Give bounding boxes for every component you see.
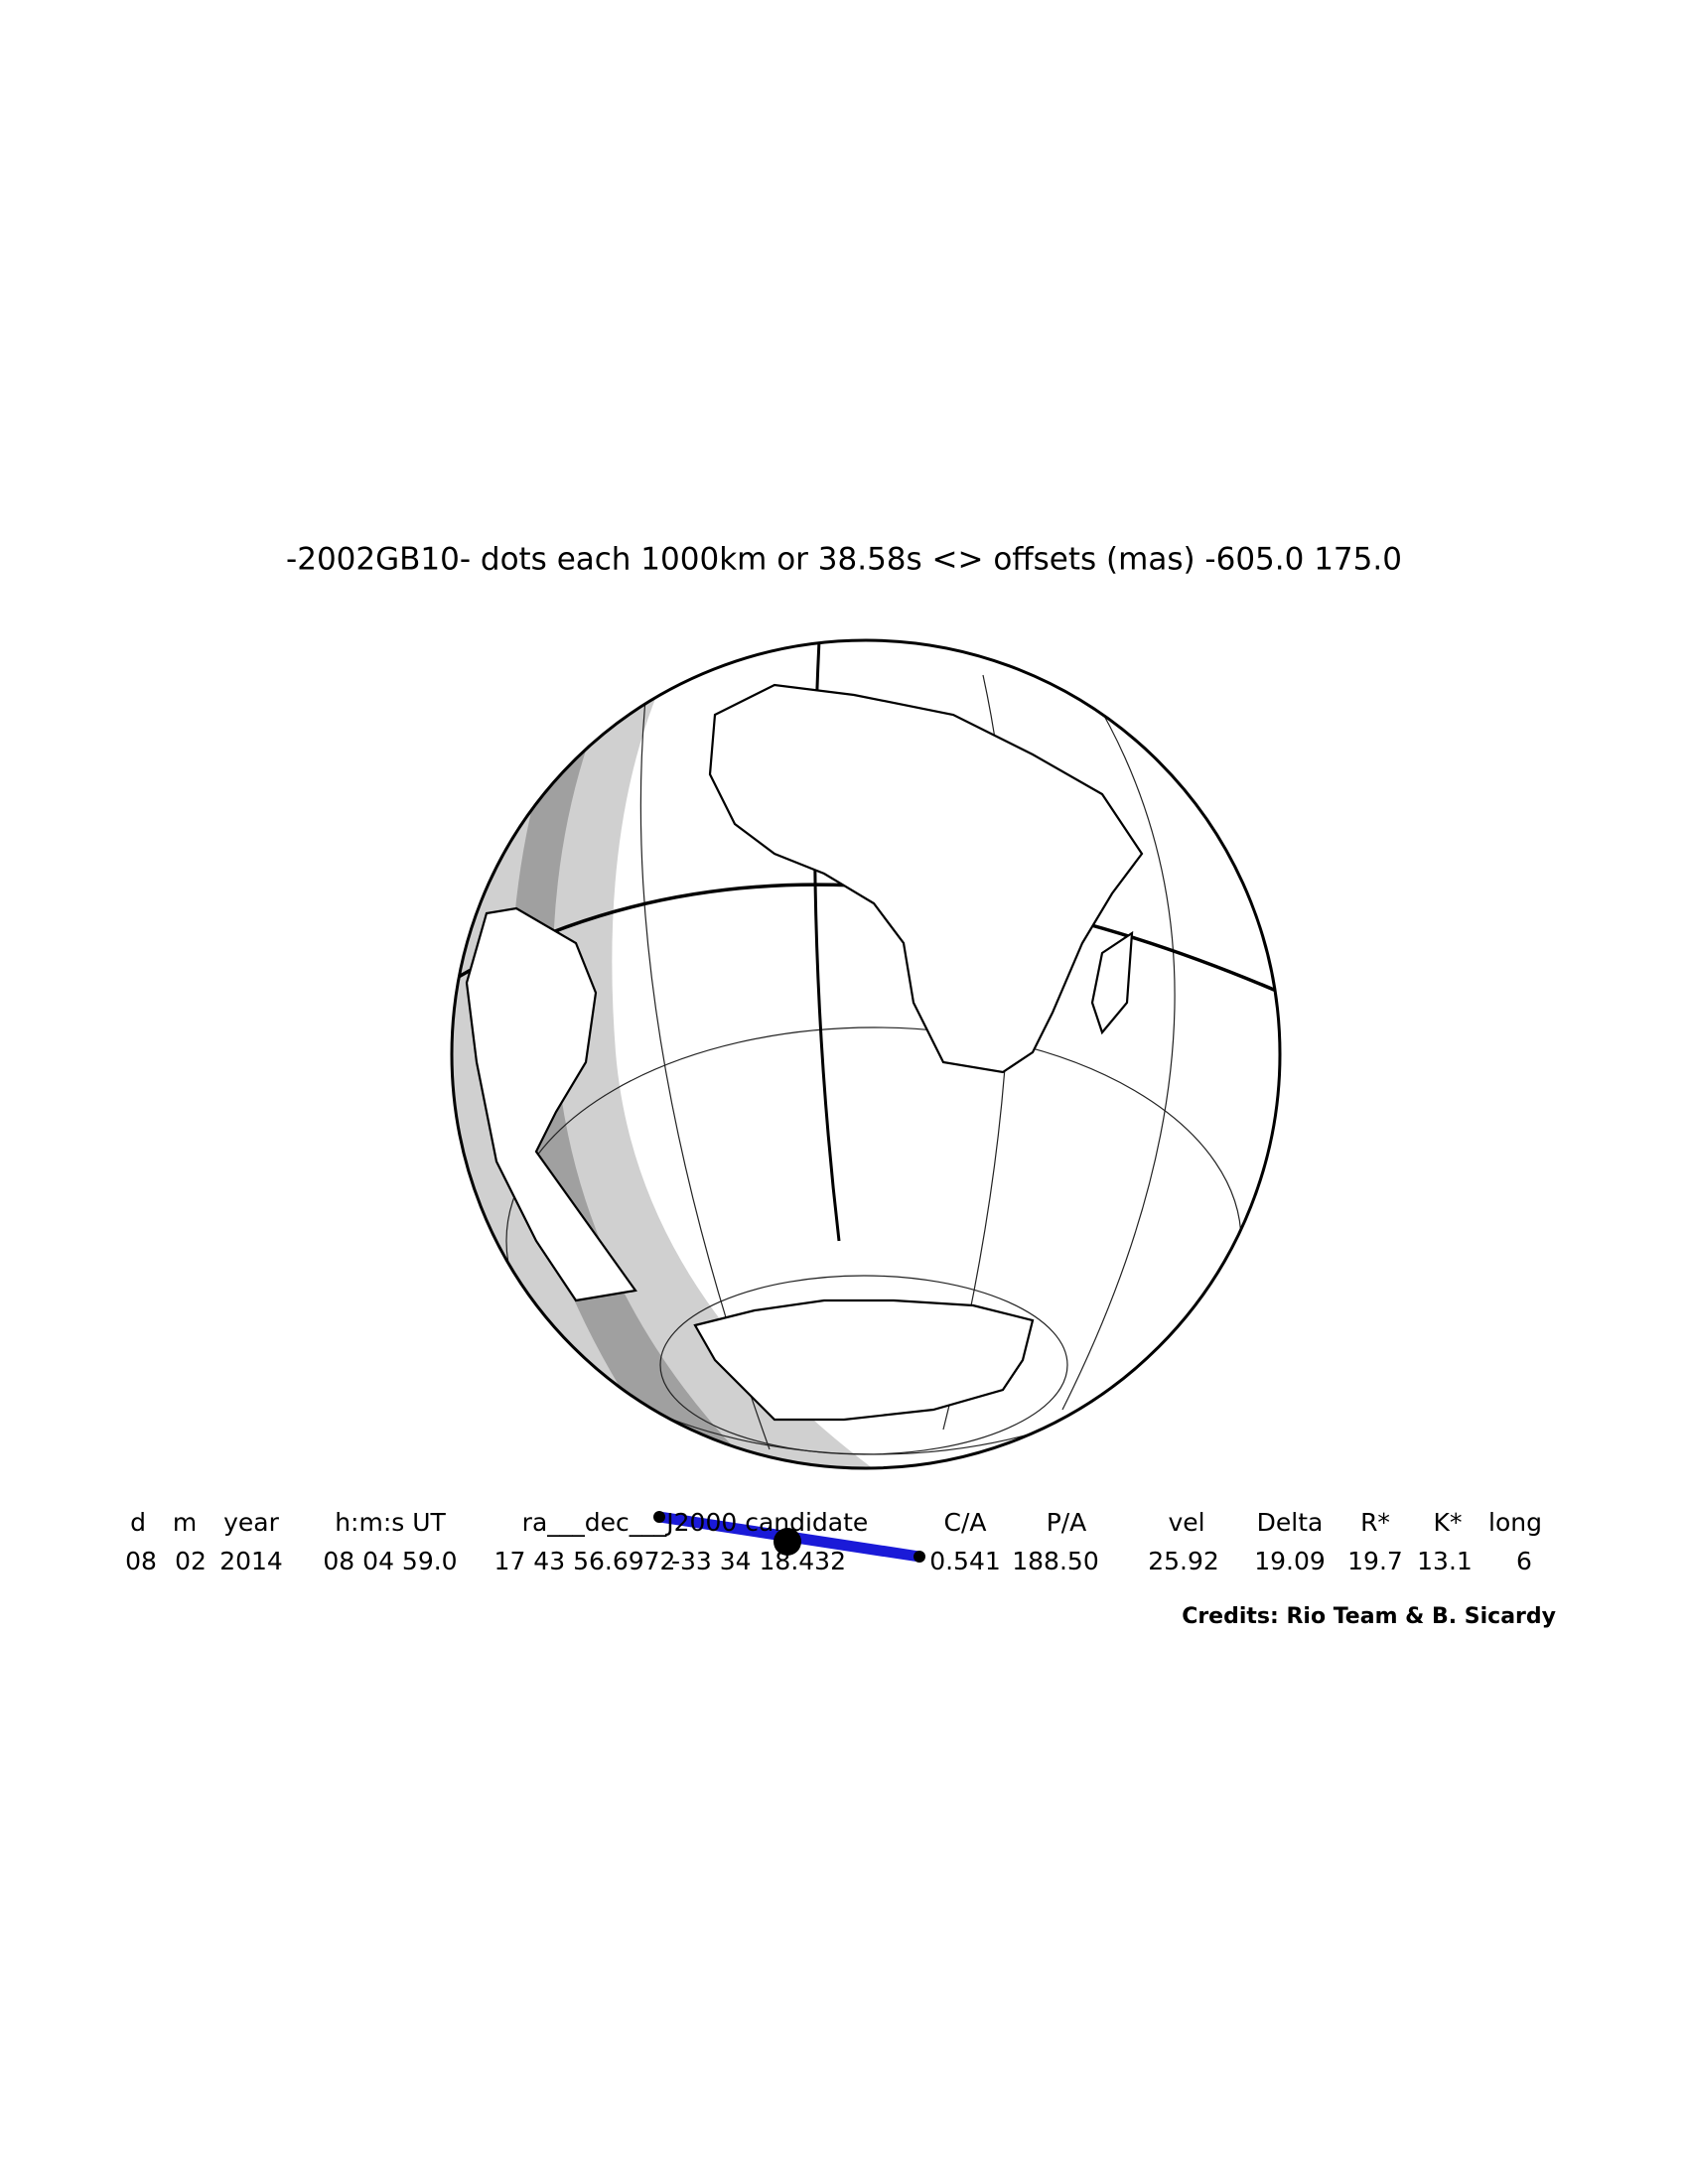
credits: Credits: Rio Team & B. Sicardy [1182, 1604, 1556, 1629]
globe [450, 638, 1282, 1470]
table-header: C/A [944, 1508, 987, 1537]
table-header: ra___dec___J2000 candidate [522, 1508, 869, 1537]
table-header: vel [1168, 1508, 1204, 1537]
table-value: 17 43 56.6972 [494, 1547, 676, 1575]
table-value: 188.50 [1012, 1547, 1098, 1575]
shadow-path [653, 1511, 925, 1563]
table-header: year [223, 1508, 279, 1537]
latitude-line [659, 1275, 1068, 1455]
table-header: Delta [1257, 1508, 1324, 1537]
table-header: d [130, 1508, 146, 1537]
table-header: m [173, 1508, 197, 1537]
table-value: 13.1 [1417, 1547, 1473, 1575]
table-header: h:m:s UT [335, 1508, 446, 1537]
equator [456, 883, 1280, 995]
table-header: P/A [1047, 1508, 1087, 1537]
table-value: 08 [125, 1547, 157, 1575]
table-value: 6 [1516, 1547, 1532, 1575]
table-value: 0.541 [929, 1547, 1001, 1575]
madagascar [1090, 930, 1134, 1035]
south-america [465, 906, 637, 1302]
table-value: -33 34 18.432 [671, 1547, 846, 1575]
table-value: 02 [175, 1547, 207, 1575]
title: -2002GB10- dots each 1000km or 38.58s <>… [286, 542, 1402, 578]
table-value: 08 04 59.0 [323, 1547, 457, 1575]
table-value: 19.09 [1254, 1547, 1326, 1575]
meridian [1061, 694, 1176, 1411]
africa [708, 683, 1144, 1074]
table-header: K* [1434, 1508, 1463, 1537]
prediction-table: d m year h:m:s UT ra___dec___J2000 candidate… [125, 1508, 1542, 1575]
table-value: 25.92 [1148, 1547, 1219, 1575]
antarctica [693, 1298, 1035, 1422]
table-value: 19.7 [1347, 1547, 1403, 1575]
table-header: long [1488, 1508, 1542, 1537]
table-value: 2014 [219, 1547, 283, 1575]
table-header: R* [1360, 1508, 1390, 1537]
